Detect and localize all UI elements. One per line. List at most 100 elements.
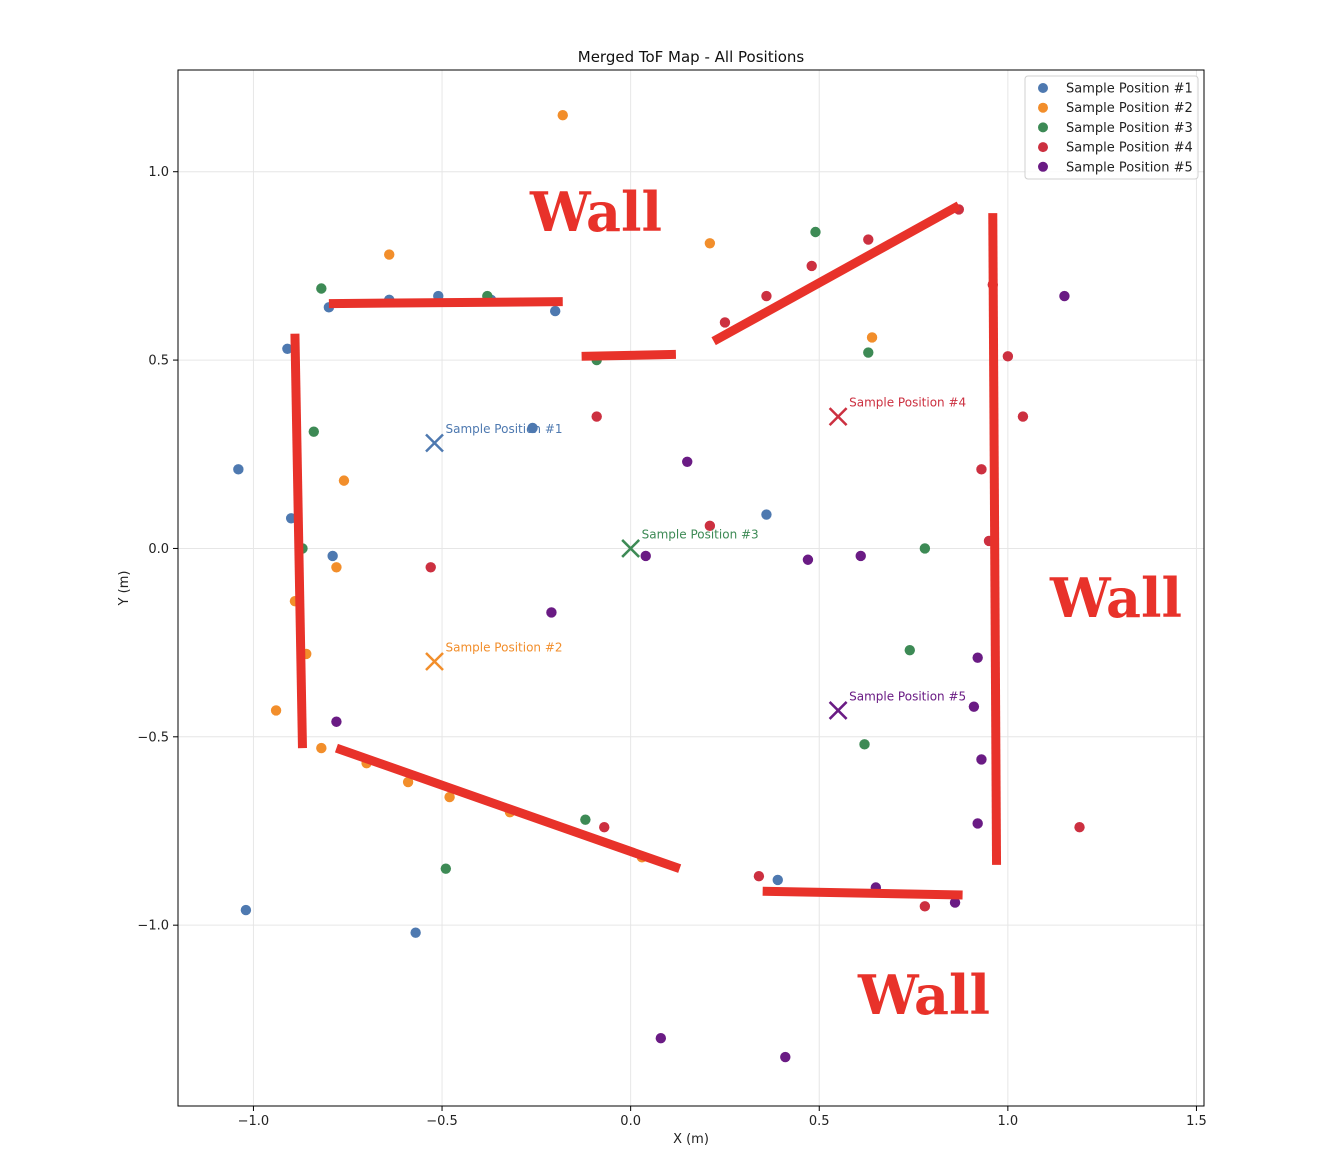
data-point-s2 bbox=[316, 742, 327, 754]
data-point-s5 bbox=[976, 754, 987, 765]
wall-segment bbox=[988, 213, 1002, 865]
data-point-s1 bbox=[240, 904, 252, 916]
data-point-s3 bbox=[919, 543, 931, 554]
x-tick-label: 0.5 bbox=[809, 1114, 830, 1129]
x-tick-label: −1.0 bbox=[238, 1114, 270, 1129]
data-point-s4 bbox=[704, 520, 716, 532]
wall-segment bbox=[290, 333, 307, 749]
data-point-s1 bbox=[550, 305, 561, 317]
marker-cross-stroke bbox=[425, 652, 444, 671]
data-point-s5 bbox=[855, 550, 866, 562]
data-point-s1 bbox=[772, 874, 783, 886]
position-marker-4: Sample Position #4 bbox=[828, 396, 966, 426]
position-markers: Sample Position #1 Sample Position #2 Samp… bbox=[425, 396, 966, 720]
data-point-s5 bbox=[331, 716, 342, 727]
legend-swatch bbox=[1038, 83, 1048, 93]
data-point-s1 bbox=[527, 422, 538, 434]
legend-label: Sample Position #3 bbox=[1066, 121, 1193, 136]
x-tick-label: −0.5 bbox=[426, 1114, 458, 1129]
data-point-s2 bbox=[866, 332, 878, 343]
data-point-s5 bbox=[640, 550, 651, 562]
data-point-s5 bbox=[802, 554, 814, 565]
wall-label: Wall bbox=[1049, 566, 1182, 630]
y-axis-title: Y (m) bbox=[117, 571, 132, 607]
position-marker-2: Sample Position #2 bbox=[425, 640, 563, 671]
data-point-s3 bbox=[904, 644, 915, 656]
x-tick-label: 0.0 bbox=[620, 1114, 641, 1129]
data-point-s2 bbox=[402, 776, 414, 788]
data-point-s4 bbox=[761, 290, 772, 302]
data-point-s2 bbox=[270, 705, 282, 716]
position-marker-label: Sample Position #3 bbox=[642, 527, 759, 541]
legend-swatch bbox=[1038, 122, 1048, 133]
data-point-s1 bbox=[327, 550, 338, 562]
data-point-s1 bbox=[761, 509, 772, 520]
marker-cross-stroke bbox=[828, 701, 848, 720]
data-points bbox=[233, 110, 1085, 1063]
data-point-s2 bbox=[444, 791, 455, 803]
data-point-s5 bbox=[972, 818, 983, 829]
data-point-s4 bbox=[976, 464, 987, 475]
y-tick-label: 0.5 bbox=[148, 354, 169, 369]
data-point-s2 bbox=[704, 238, 716, 249]
data-point-s4 bbox=[591, 411, 602, 422]
axis-ticks: −1.0 −0.5 0.0 0.5 1.0 1.5 −1.0 −0.5 0.0 0.5 1.0 bbox=[137, 165, 1206, 1129]
y-tick-label: −1.0 bbox=[137, 919, 169, 934]
legend-label: Sample Position #4 bbox=[1066, 141, 1193, 156]
chart-title: Merged ToF Map - All Positions bbox=[578, 48, 805, 66]
legend-label: Sample Position #5 bbox=[1066, 160, 1193, 175]
data-point-s3 bbox=[863, 347, 874, 358]
legend-swatch bbox=[1038, 161, 1048, 172]
data-point-s4 bbox=[719, 317, 731, 328]
data-point-s5 bbox=[655, 1032, 667, 1044]
wall-label: Wall bbox=[857, 963, 990, 1027]
data-point-s5 bbox=[682, 456, 693, 467]
wall-segment bbox=[581, 349, 677, 361]
data-point-s5 bbox=[968, 701, 980, 712]
data-point-s2 bbox=[557, 110, 568, 121]
data-point-s1 bbox=[282, 343, 293, 354]
x-axis-title: X (m) bbox=[673, 1132, 709, 1147]
wall-segment bbox=[762, 886, 963, 900]
position-marker-label: Sample Position #4 bbox=[849, 396, 966, 410]
data-point-s2 bbox=[331, 562, 342, 573]
wall-overlays bbox=[290, 201, 1002, 900]
legend-label: Sample Position #2 bbox=[1066, 101, 1193, 116]
position-marker-label: Sample Position #2 bbox=[446, 640, 563, 654]
data-point-s3 bbox=[859, 739, 870, 750]
legend-label: Sample Position #1 bbox=[1066, 82, 1193, 97]
x-tick-label: 1.5 bbox=[1186, 1114, 1207, 1129]
position-marker-3: Sample Position #3 bbox=[621, 527, 759, 558]
data-point-s4 bbox=[1074, 822, 1085, 833]
data-point-s3 bbox=[580, 814, 591, 825]
position-marker-5: Sample Position #5 bbox=[828, 689, 966, 720]
data-point-s4 bbox=[1002, 351, 1014, 362]
data-point-s4 bbox=[753, 870, 765, 882]
data-point-s5 bbox=[949, 897, 961, 908]
legend-box bbox=[1024, 75, 1199, 180]
data-point-s4 bbox=[1017, 411, 1029, 422]
data-point-s4 bbox=[425, 562, 436, 573]
data-point-s3 bbox=[308, 426, 319, 437]
data-point-s3 bbox=[440, 863, 452, 874]
plot-frame bbox=[177, 69, 1205, 1107]
wall-annotations: Wall Wall Wall bbox=[529, 180, 1182, 1027]
data-point-s1 bbox=[410, 927, 421, 938]
grid-lines bbox=[178, 70, 1204, 1106]
data-point-s1 bbox=[233, 464, 244, 475]
marker-cross-stroke bbox=[621, 539, 641, 558]
wall-segment bbox=[334, 743, 682, 873]
position-marker-label: Sample Position #1 bbox=[446, 422, 563, 436]
wall-segment bbox=[328, 297, 563, 309]
wall-segment bbox=[711, 201, 961, 346]
data-point-s3 bbox=[810, 226, 821, 238]
y-tick-label: 1.0 bbox=[148, 165, 169, 180]
legend: Sample Position #1 Sample Position #2 Samp… bbox=[1024, 75, 1199, 180]
y-tick-label: 0.0 bbox=[148, 542, 169, 557]
data-point-s4 bbox=[806, 260, 817, 272]
y-tick-label: −0.5 bbox=[137, 730, 169, 745]
data-point-s2 bbox=[384, 249, 395, 260]
data-point-s4 bbox=[599, 822, 610, 833]
data-point-s4 bbox=[863, 234, 874, 245]
